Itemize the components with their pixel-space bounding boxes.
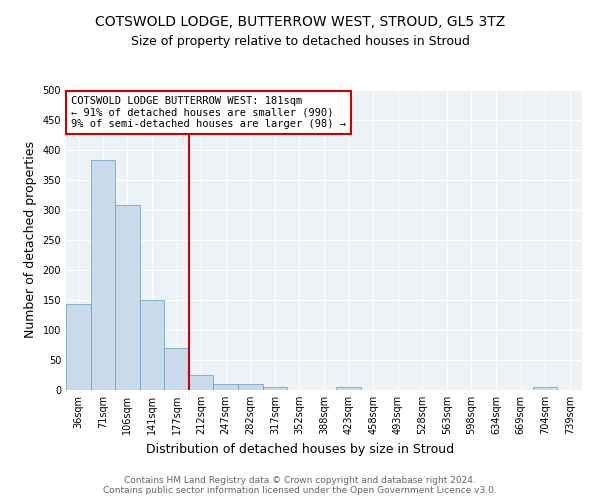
Bar [238, 384, 263, 390]
Bar [140, 300, 164, 390]
Bar [189, 375, 214, 390]
Text: COTSWOLD LODGE, BUTTERROW WEST, STROUD, GL5 3TZ: COTSWOLD LODGE, BUTTERROW WEST, STROUD, … [95, 15, 505, 29]
Text: Contains HM Land Registry data © Crown copyright and database right 2024.
Contai: Contains HM Land Registry data © Crown c… [103, 476, 497, 495]
Bar [115, 205, 140, 390]
Text: COTSWOLD LODGE BUTTERROW WEST: 181sqm
← 91% of detached houses are smaller (990): COTSWOLD LODGE BUTTERROW WEST: 181sqm ← … [71, 96, 346, 129]
Bar [164, 348, 189, 390]
Bar [263, 387, 287, 390]
Text: Size of property relative to detached houses in Stroud: Size of property relative to detached ho… [131, 35, 469, 48]
Text: Distribution of detached houses by size in Stroud: Distribution of detached houses by size … [146, 442, 454, 456]
Bar [336, 387, 361, 390]
Bar [91, 160, 115, 390]
Bar [214, 384, 238, 390]
Y-axis label: Number of detached properties: Number of detached properties [24, 142, 37, 338]
Bar [66, 304, 91, 390]
Bar [533, 387, 557, 390]
